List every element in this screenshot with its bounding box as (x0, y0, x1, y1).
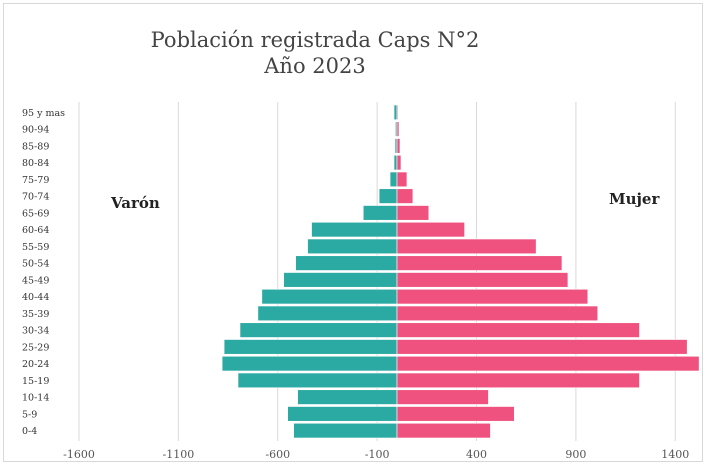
y-tick-label: 30-34 (22, 326, 49, 337)
bar-mujer (396, 355, 700, 372)
bar-mujer (396, 121, 400, 137)
x-tick-label: -100 (365, 448, 390, 461)
y-tick-label: 5-9 (22, 409, 37, 420)
bar-varon (295, 255, 398, 271)
bar-varon (283, 272, 398, 288)
bar-varon (307, 238, 398, 255)
bar-varon (221, 355, 398, 372)
x-tick-label: 900 (565, 448, 586, 461)
bar-varon (223, 339, 398, 355)
bar-mujer (396, 171, 408, 188)
bar-mujer (396, 305, 599, 322)
y-tick-label: 40-44 (22, 292, 49, 303)
bar-mujer (396, 104, 399, 121)
x-tick-label: -1100 (163, 448, 195, 461)
bar-mujer (396, 372, 640, 389)
x-tick-label: 1400 (661, 448, 689, 461)
chart-subtitle: Año 2023 (264, 54, 366, 78)
bar-varon (287, 406, 398, 422)
bar-mujer (396, 288, 589, 305)
bar-varon (362, 205, 398, 221)
bar-mujer (396, 422, 491, 439)
bar-varon (389, 171, 398, 188)
bar-varon (297, 389, 398, 405)
bar-mujer (396, 389, 489, 405)
x-tick-label: -1600 (63, 448, 95, 461)
series-label-varon: Varón (111, 194, 160, 212)
x-tick-label: 400 (466, 448, 487, 461)
bar-varon (237, 372, 398, 389)
y-tick-label: 10-14 (22, 393, 49, 404)
bar-mujer (396, 205, 430, 221)
series-label-mujer: Mujer (609, 190, 660, 208)
bar-mujer (396, 322, 640, 338)
y-tick-label: 20-24 (22, 359, 49, 370)
bar-mujer (396, 138, 401, 154)
bar-mujer (396, 255, 563, 271)
bar-mujer (396, 154, 402, 171)
y-tick-label: 35-39 (22, 309, 49, 320)
bar-varon (393, 104, 398, 121)
bar-mujer (396, 188, 414, 204)
y-tick-label: 90-94 (22, 125, 49, 136)
bar-mujer (396, 221, 465, 238)
bar-mujer (396, 238, 537, 255)
chart-frame: Población registrada Caps N°2 Año 2023 V… (3, 3, 703, 462)
y-tick-label: 85-89 (22, 141, 49, 152)
population-pyramid: -1600 -1100 -600 -100 400 900 1400 0-4 5-9 10-14 1… (22, 102, 700, 461)
bar-varon (239, 322, 398, 338)
y-tick-label: 45-49 (22, 275, 49, 286)
bar-varon (393, 154, 398, 171)
bar-varon (261, 288, 398, 305)
y-tick-label: 0-4 (22, 426, 37, 437)
y-tick-label: 95 y mas (22, 108, 65, 119)
y-tick-label: 80-84 (22, 158, 49, 169)
y-tick-label: 25-29 (22, 342, 49, 353)
bar-varon (378, 188, 398, 204)
bar-mujer (396, 406, 515, 422)
x-tick-label: -600 (265, 448, 290, 461)
y-tick-label: 65-69 (22, 208, 49, 219)
y-tick-label: 55-59 (22, 242, 49, 253)
bar-varon (257, 305, 398, 322)
y-tick-label: 15-19 (22, 376, 49, 387)
bar-mujer (396, 339, 688, 355)
y-tick-label: 60-64 (22, 225, 49, 236)
y-tick-label: 50-54 (22, 259, 49, 270)
chart-title: Población registrada Caps N°2 (150, 28, 480, 52)
bar-varon (311, 221, 398, 238)
bar-mujer (396, 272, 569, 288)
y-tick-label: 75-79 (22, 175, 49, 186)
bar-varon (293, 422, 398, 439)
y-tick-label: 70-74 (22, 192, 49, 203)
